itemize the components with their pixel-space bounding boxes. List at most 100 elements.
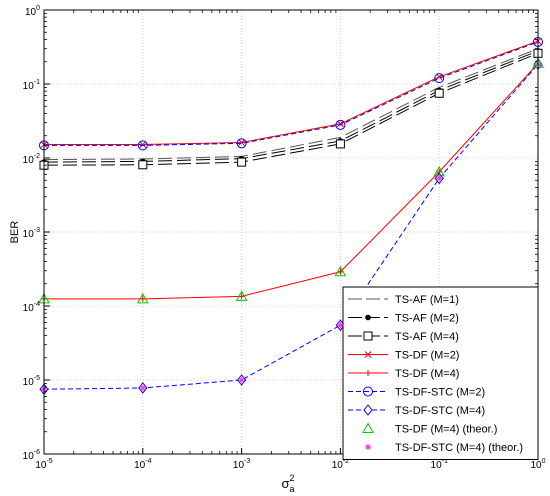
x-axis-subscript: a <box>290 484 295 494</box>
x-tick-base: 10 <box>530 460 542 471</box>
legend-label: TS-AF (M=2) <box>395 313 459 325</box>
x-axis-symbol: σ <box>281 476 289 491</box>
legend-item: TS-AF (M=1) <box>348 294 459 306</box>
marker-circle <box>137 140 148 151</box>
marker-x <box>435 73 443 81</box>
y-tick-base: 10 <box>23 451 35 462</box>
marker-square <box>138 160 148 170</box>
y-tick-base: 10 <box>23 303 35 314</box>
marker-circle <box>335 119 346 130</box>
series-line <box>43 50 539 163</box>
legend-label: TS-DF-STC (M=4) (theor.) <box>395 442 523 454</box>
legend-label: TS-DF (M=2) <box>395 350 459 362</box>
legend-label: TS-AF (M=1) <box>395 294 459 306</box>
y-tick-exponent: -1 <box>34 79 40 86</box>
x-tick-exponent: -1 <box>442 458 448 465</box>
x-tick-label: 10-2 <box>332 458 349 471</box>
marker-circle <box>236 138 247 149</box>
series-5 <box>39 36 543 151</box>
y-tick-exponent: -4 <box>34 301 40 308</box>
marker-square <box>237 157 247 167</box>
x-axis-superscript: 2 <box>290 473 295 483</box>
x-tick-base: 10 <box>233 460 245 471</box>
legend-label: TS-DF-STC (M=4) <box>395 405 485 417</box>
marker-triangle <box>334 265 347 277</box>
legend-label: TS-DF (M=4) (theor.) <box>395 424 497 436</box>
x-tick-label: 10-3 <box>233 458 250 471</box>
series-line <box>44 41 539 146</box>
series-line <box>43 52 539 166</box>
y-tick-label: 10-3 <box>23 227 40 240</box>
marker-plus <box>238 293 245 300</box>
y-tick-label: 10-2 <box>23 153 40 166</box>
legend-item: TS-DF-STC (M=4) (theor.) <box>365 442 523 454</box>
legend-item: TS-DF (M=4) <box>348 368 459 380</box>
y-tick-label: 10-1 <box>23 79 40 92</box>
legend-item: TS-DF-STC (M=4) <box>348 404 485 417</box>
y-axis-label: BER <box>9 221 21 244</box>
x-tick-exponent: -3 <box>244 458 250 465</box>
series-line <box>44 40 539 146</box>
y-tick-base: 10 <box>23 377 35 388</box>
legend: TS-AF (M=1) TS-AF (M=2) TS-AF (M=4) TS-DF (… <box>342 286 539 460</box>
y-tick-exponent: -2 <box>34 153 40 160</box>
y-tick-base: 10 <box>25 7 37 18</box>
x-tick-label: 100 <box>530 458 545 471</box>
marker-square <box>335 139 345 149</box>
marker-star <box>365 444 371 450</box>
series-line <box>43 63 539 390</box>
legend-label: TS-DF (M=4) <box>395 368 459 380</box>
legend-item: TS-DF (M=4) (theor.) <box>362 422 497 436</box>
x-tick-base: 10 <box>431 460 443 471</box>
y-tick-base: 10 <box>23 155 35 166</box>
marker-x <box>238 139 245 146</box>
marker-x <box>337 120 344 128</box>
marker-star <box>139 384 146 391</box>
legend-label: TS-DF-STC (M=2) <box>395 387 485 399</box>
legend-item: TS-DF-STC (M=2) <box>348 386 485 399</box>
x-tick-exponent: -4 <box>145 458 151 465</box>
y-tick-label: 10-5 <box>23 375 40 388</box>
y-tick-base: 10 <box>23 81 35 92</box>
x-tick-base: 10 <box>332 460 344 471</box>
marker-star <box>337 322 344 329</box>
x-tick-label: 10-4 <box>134 458 151 471</box>
series-line <box>43 48 539 161</box>
legend-item: TS-DF (M=2) <box>348 350 459 362</box>
y-tick-exponent: -5 <box>34 375 40 382</box>
y-tick-label: 10-4 <box>23 301 40 314</box>
x-tick-base: 10 <box>134 460 146 471</box>
marker-star <box>436 175 443 182</box>
x-tick-exponent: -2 <box>343 458 349 465</box>
marker-star <box>238 377 245 383</box>
marker-triangle <box>136 292 149 304</box>
x-axis-label: σ2 a <box>281 473 294 494</box>
marker-plus <box>365 370 371 376</box>
marker-triangle <box>362 422 374 433</box>
series-3 <box>40 37 542 148</box>
marker-triangle <box>235 290 248 301</box>
y-tick-label: 100 <box>25 5 40 18</box>
marker-square <box>434 88 444 98</box>
marker-diamond <box>363 404 373 416</box>
y-tick-exponent: 0 <box>36 5 40 12</box>
marker-circle <box>363 386 373 397</box>
legend-item: TS-AF (M=4) <box>348 331 459 343</box>
x-tick-exponent: -5 <box>46 458 52 465</box>
x-tick-label: 10-5 <box>35 458 52 471</box>
y-tick-label: 10-6 <box>23 449 40 462</box>
marker-circle <box>434 73 445 84</box>
y-tick-exponent: -6 <box>34 449 40 456</box>
marker-plus <box>139 295 146 302</box>
marker-dot <box>365 314 371 321</box>
series-0 <box>43 48 539 161</box>
marker-plus <box>337 268 344 275</box>
legend-item: TS-AF (M=2) <box>348 313 459 325</box>
x-tick-base: 10 <box>35 460 47 471</box>
x-tick-label: 10-1 <box>431 458 448 471</box>
y-tick-base: 10 <box>23 229 35 240</box>
x-tick-exponent: 0 <box>542 458 546 465</box>
marker-x <box>139 141 147 148</box>
marker-square <box>363 331 373 341</box>
